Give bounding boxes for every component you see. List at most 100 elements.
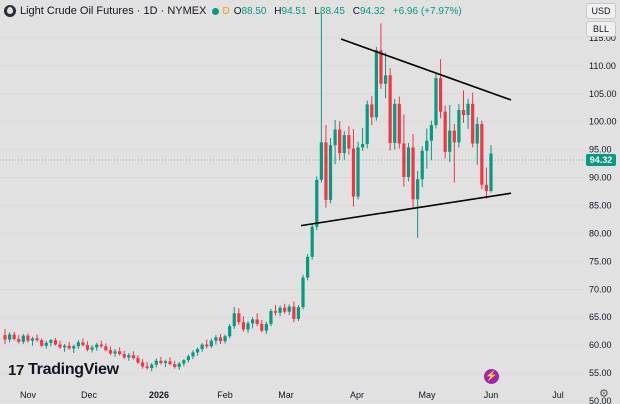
candle-body — [411, 147, 415, 200]
candle-body — [154, 360, 158, 365]
candle-body — [195, 349, 200, 353]
candle-body — [416, 179, 420, 200]
candle-body — [30, 338, 35, 341]
y-tick-label: 100.00 — [589, 117, 617, 127]
lightning-icon[interactable]: ⚡ — [484, 369, 499, 384]
trendline-lower[interactable] — [300, 192, 512, 227]
candle-body — [402, 143, 406, 178]
candle-body — [361, 144, 365, 148]
candle-body — [3, 335, 7, 340]
candle-body — [81, 342, 85, 346]
y-tick-label: 95.00 — [589, 145, 612, 155]
candles — [3, 12, 493, 372]
close-label: C — [352, 5, 360, 17]
candle-body — [63, 345, 67, 348]
candle-body — [310, 226, 314, 257]
candle-body — [232, 313, 236, 327]
candle-body — [67, 345, 71, 349]
candle-body — [457, 109, 461, 143]
candle-body — [452, 130, 456, 143]
oil-drop-icon — [4, 5, 16, 17]
candle-body — [177, 363, 181, 367]
close-value: 94.32 — [359, 5, 385, 17]
logo-mark: 17 — [8, 361, 25, 379]
candle-body — [425, 140, 429, 151]
trendline-upper[interactable] — [340, 38, 512, 101]
candle-body — [292, 306, 296, 319]
candle-body — [205, 344, 209, 347]
candle-body — [429, 125, 433, 141]
candle-body — [76, 342, 80, 347]
candle-body — [397, 103, 401, 144]
candle-body — [356, 147, 360, 197]
tradingview-logo[interactable]: 17 TradingView — [8, 361, 119, 379]
candle-body — [273, 311, 278, 313]
grid — [0, 37, 584, 402]
candle-body — [406, 147, 411, 178]
candle-body — [250, 319, 255, 324]
candle-body — [145, 366, 149, 369]
high-label: H — [274, 5, 282, 17]
symbol-title[interactable]: Light Crude Oil Futures · 1D · NYMEX — [20, 5, 207, 17]
candle-body — [237, 313, 241, 323]
candle-body — [104, 346, 108, 351]
y-tick-label: 60.00 — [589, 340, 612, 350]
candle-body — [287, 306, 291, 312]
candle-body — [255, 319, 259, 324]
candle-body — [484, 184, 489, 191]
y-tick-label: 85.00 — [589, 201, 612, 211]
x-tick-label: Dec — [81, 390, 98, 400]
candle-body — [241, 322, 246, 330]
candle-body — [379, 50, 383, 84]
candle-body — [393, 103, 397, 143]
candle-body — [113, 351, 117, 354]
chart-header: Light Crude Oil Futures · 1D · NYMEX D O… — [4, 3, 467, 19]
candle-body — [278, 307, 282, 313]
candle-body — [72, 346, 76, 349]
candle-body — [99, 344, 103, 347]
candle-body — [168, 361, 172, 365]
y-tick-label: 80.00 — [589, 228, 612, 238]
candle-body — [53, 340, 58, 345]
x-tick-label: Apr — [350, 390, 364, 400]
x-tick-label: Jul — [552, 390, 564, 400]
candle-body — [283, 307, 287, 312]
candle-body — [324, 142, 328, 200]
candle-body — [315, 179, 319, 227]
x-tick-label: Mar — [278, 390, 294, 400]
candle-body — [443, 111, 447, 152]
y-tick-label: 75.00 — [589, 256, 612, 266]
y-tick-label: 65.00 — [589, 312, 612, 322]
candle-body — [49, 340, 53, 343]
candle-body — [342, 135, 346, 153]
candle-body — [480, 123, 484, 185]
candle-body — [44, 342, 48, 346]
candle-body — [40, 340, 44, 346]
trendlines — [300, 38, 512, 227]
candle-body — [471, 103, 475, 144]
unit-button[interactable]: BLL — [586, 21, 616, 37]
y-axis: 50.00 55.00 60.00 65.00 70.00 75.00 80.00 85.00… — [589, 33, 617, 404]
open-label: O — [233, 5, 242, 17]
candle-body — [347, 135, 351, 149]
candle-body — [466, 103, 470, 116]
candle-body — [388, 75, 392, 143]
candle-body — [223, 336, 227, 342]
candle-body — [200, 344, 204, 350]
candle-body — [131, 355, 135, 358]
candle-body — [218, 337, 223, 342]
high-value: 94.51 — [281, 5, 307, 17]
candle-body — [260, 323, 264, 331]
candle-body — [328, 145, 333, 200]
candle-body — [127, 355, 131, 358]
gear-icon[interactable]: ⚙ — [599, 388, 609, 400]
logo-text: TradingView — [28, 361, 119, 378]
y-tick-label: 70.00 — [589, 284, 612, 294]
x-tick-label: Feb — [217, 390, 233, 400]
candle-body — [35, 338, 39, 341]
currency-button[interactable]: USD — [586, 3, 616, 19]
x-tick-label: Jun — [484, 390, 499, 400]
candle-body — [301, 277, 305, 308]
candle-body — [21, 335, 25, 342]
